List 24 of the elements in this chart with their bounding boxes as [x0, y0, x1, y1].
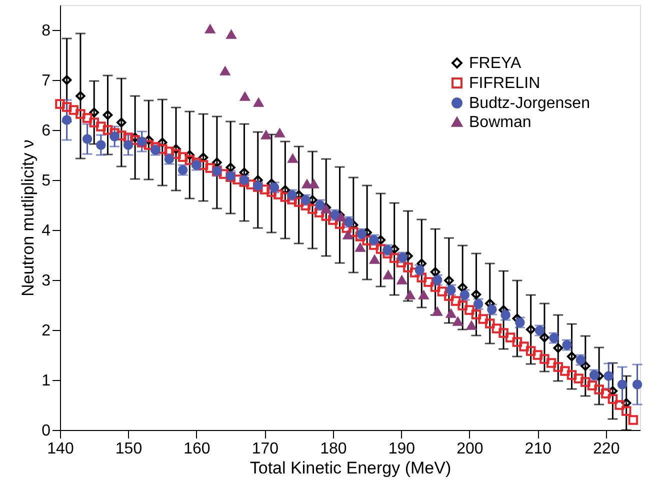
y-tick-label: 7 — [42, 72, 51, 90]
y-tick-label: 1 — [42, 372, 51, 390]
x-tick-label: 150 — [115, 440, 142, 458]
y-tick-label: 4 — [42, 222, 51, 240]
legend-label: FREYA — [469, 55, 522, 72]
x-tick-label: 200 — [456, 440, 484, 458]
x-tick-label: 220 — [593, 440, 620, 458]
y-tick-label: 3 — [42, 272, 51, 290]
y-tick-label: 8 — [42, 22, 51, 40]
x-tick-label: 140 — [47, 440, 74, 458]
legend-label: FIFRELIN — [469, 75, 540, 92]
x-tick-label: 170 — [252, 440, 279, 458]
x-axis-title: Total Kinetic Energy (MeV) — [250, 458, 452, 478]
x-tick-label: 190 — [388, 440, 416, 458]
y-axis-title: Neutron mutliplicity ν — [18, 140, 38, 296]
x-tick-label: 180 — [320, 440, 347, 458]
y-tick-label: 0 — [42, 422, 51, 440]
y-tick-label: 2 — [42, 322, 51, 340]
legend-label: Budtz-Jorgensen — [469, 95, 590, 112]
y-tick-label: 5 — [42, 172, 51, 190]
x-tick-label: 160 — [184, 440, 210, 458]
y-tick-label: 6 — [42, 122, 51, 140]
x-tick-label: 210 — [524, 440, 552, 458]
legend-label: Bowman — [469, 114, 532, 131]
